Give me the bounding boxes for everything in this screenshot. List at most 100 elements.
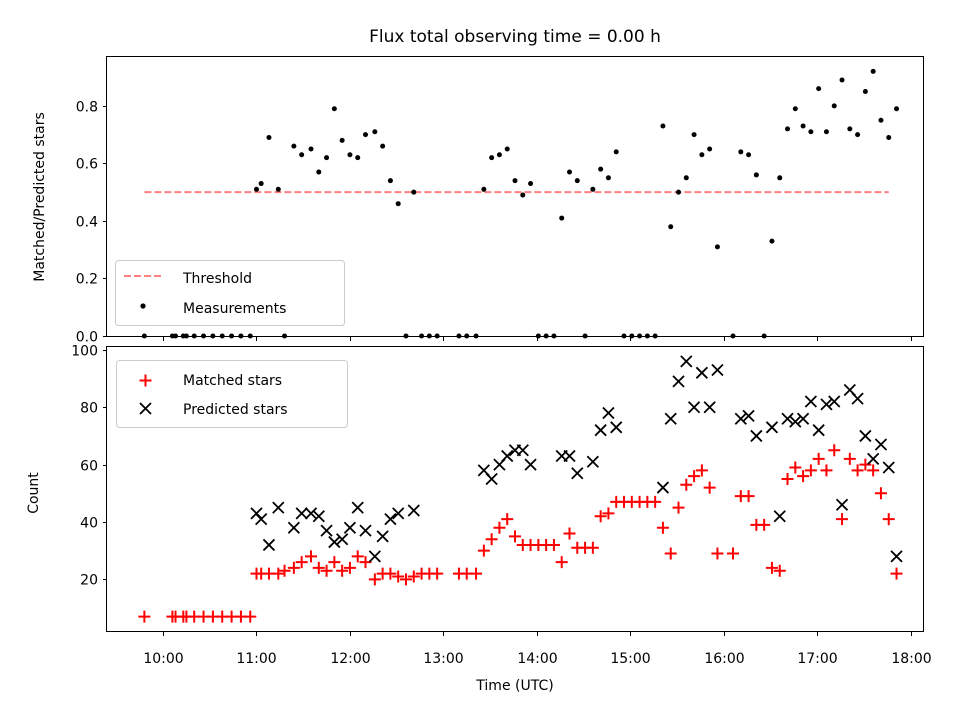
bottom-x-tick-label: 14:00 — [517, 651, 557, 667]
matched-star-point — [874, 487, 887, 500]
matched-star-point — [501, 513, 514, 526]
matched-star-point — [278, 564, 291, 577]
matched-star-point — [586, 541, 599, 554]
predicted-star-point — [680, 355, 693, 368]
bottom-y-tick-label: 20 — [80, 573, 98, 589]
top-panel: Flux total observing time = 0.00 h Match… — [32, 27, 924, 346]
matched-star-point — [555, 556, 568, 569]
matched-star-point — [547, 538, 560, 551]
matched-star-point — [781, 472, 794, 485]
legend-matched-swatch — [139, 374, 152, 387]
measurement-point — [870, 68, 876, 74]
predicted-star-point — [804, 395, 818, 408]
measurement-point — [395, 201, 401, 207]
predicted-star-point — [812, 424, 825, 437]
matched-star-point — [272, 567, 285, 580]
predicted-star-point — [351, 501, 364, 514]
predicted-star-point — [255, 512, 268, 526]
predicted-star-point — [781, 412, 794, 425]
matched-star-point — [773, 564, 786, 577]
matched-star-point — [138, 610, 151, 623]
legend-predicted-swatch — [139, 402, 152, 415]
measurement-point — [291, 143, 297, 149]
measurement-point — [668, 224, 674, 230]
matched-star-point — [851, 464, 864, 477]
measurement-point — [707, 146, 713, 152]
matched-star-point — [312, 561, 325, 574]
predicted-star-point — [368, 550, 381, 563]
predicted-star-point — [765, 421, 779, 434]
measurement-point — [339, 137, 345, 143]
measurement-point — [862, 89, 868, 95]
predicted-star-point — [384, 512, 397, 526]
bottom-x-tick-label: 15:00 — [610, 651, 650, 667]
matched-star-point — [656, 521, 669, 534]
predicted-star-point — [773, 510, 786, 523]
measurement-point — [753, 172, 759, 178]
measurement-point — [605, 175, 611, 181]
bottom-x-axis: 10:00 11:00 12:00 13:00 14:00 15:00 16:00 17:00… — [143, 632, 932, 667]
top-y-tick-label: 0.0 — [76, 330, 98, 346]
measurement-point — [387, 178, 393, 184]
measurement-point — [878, 117, 884, 123]
matched-star-point — [470, 567, 483, 580]
predicted-star-point — [272, 501, 285, 514]
matched-star-point — [563, 527, 576, 540]
predicted-star-point — [882, 461, 895, 474]
predicted-star-point — [672, 375, 685, 388]
measurement-point — [347, 152, 353, 158]
predicted-star-point — [524, 458, 537, 471]
measurement-point — [567, 169, 573, 175]
matched-star-point — [789, 461, 802, 474]
bottom-x-tick-label: 12:00 — [330, 651, 370, 667]
measurement-point — [613, 149, 619, 155]
top-title: Flux total observing time = 0.00 h — [369, 27, 661, 47]
predicted-star-point — [796, 412, 810, 425]
matched-star-point — [742, 490, 755, 503]
measurement-point — [380, 143, 386, 149]
measurement-point — [504, 146, 510, 152]
measurement-point — [496, 152, 502, 158]
bottom-x-tick-label: 13:00 — [423, 651, 463, 667]
measurement-point — [800, 123, 806, 129]
measurement-point — [831, 103, 837, 109]
matched-star-point — [336, 564, 349, 577]
predicted-stars-points — [250, 355, 903, 563]
matched-star-point — [594, 510, 607, 523]
measurement-point — [691, 132, 697, 138]
predicted-star-point — [571, 467, 584, 480]
matched-star-point — [649, 495, 662, 508]
matched-star-point — [836, 513, 849, 526]
matched-star-point — [664, 547, 677, 560]
measurement-point — [316, 169, 322, 175]
measurement-point — [253, 186, 259, 192]
matched-star-point — [320, 564, 333, 577]
bottom-y-tick-label: 40 — [80, 516, 98, 532]
measurement-point — [590, 186, 596, 192]
legend-measurements-swatch — [140, 303, 146, 309]
bottom-legend-box — [116, 360, 348, 428]
matched-star-point — [804, 464, 817, 477]
bottom-axes-frame — [106, 346, 924, 632]
predicted-star-point — [262, 538, 276, 552]
measurement-point — [847, 126, 853, 132]
measurement-point — [792, 106, 798, 112]
matched-star-point — [812, 452, 825, 465]
matched-star-point — [711, 547, 724, 560]
matched-star-point — [305, 550, 317, 563]
matched-star-point — [843, 452, 856, 465]
bottom-x-tick-label: 18:00 — [891, 651, 931, 667]
legend-matched-label: Matched stars — [183, 373, 282, 389]
bottom-x-tick-label: 17:00 — [797, 651, 837, 667]
predicted-star-point — [742, 409, 755, 422]
matched-star-point — [328, 556, 341, 569]
predicted-star-point — [392, 507, 405, 520]
matched-star-point — [351, 550, 364, 563]
predicted-star-point — [703, 401, 716, 414]
measurement-point — [785, 126, 791, 132]
measurement-point — [598, 166, 604, 172]
measurement-point — [823, 129, 829, 135]
predicted-star-point — [312, 510, 325, 523]
predicted-star-point — [304, 507, 318, 520]
predicted-star-point — [328, 535, 341, 549]
